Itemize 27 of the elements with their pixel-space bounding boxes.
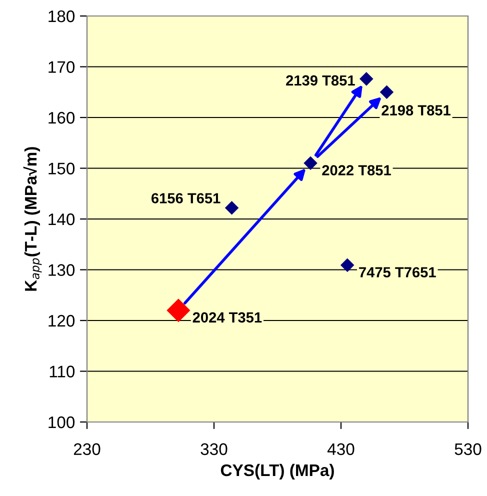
annotation: 2198 T851: [382, 105, 450, 116]
point: [166, 298, 190, 322]
annotation: 7475 T7651: [359, 267, 436, 278]
point: [304, 156, 318, 170]
y-tick-label: 170: [48, 61, 75, 73]
point: [225, 201, 238, 214]
x-axis-title: CYS(LT) (MPa): [220, 464, 334, 480]
y-tick-label: 150: [48, 162, 75, 174]
annotation: 6156 T651: [151, 193, 220, 204]
point: [340, 258, 354, 272]
point: [360, 72, 373, 86]
y-axis-title: K$_{app}$(T-L) (MPa√m): [23, 147, 42, 291]
y-tick-label: 110: [50, 366, 75, 378]
annotation: 2022 T851: [322, 165, 391, 176]
point: [380, 86, 394, 99]
y-tick-label: 140: [48, 213, 75, 226]
y-tick-label: 160: [48, 112, 75, 124]
x-tick-label: 330: [200, 443, 228, 456]
x-tick-label: 530: [454, 443, 482, 456]
y-tick-label: 130: [48, 264, 75, 276]
x-tick-label: 430: [327, 443, 354, 456]
y-tick-label: 180: [48, 10, 75, 22]
annotation: 2024 T351: [192, 312, 262, 323]
annotation: 2139 T851: [286, 75, 355, 86]
y-tick-label: 120: [48, 314, 75, 327]
y-tick-label: 100: [48, 416, 75, 428]
x-tick-label: 230: [74, 443, 100, 456]
